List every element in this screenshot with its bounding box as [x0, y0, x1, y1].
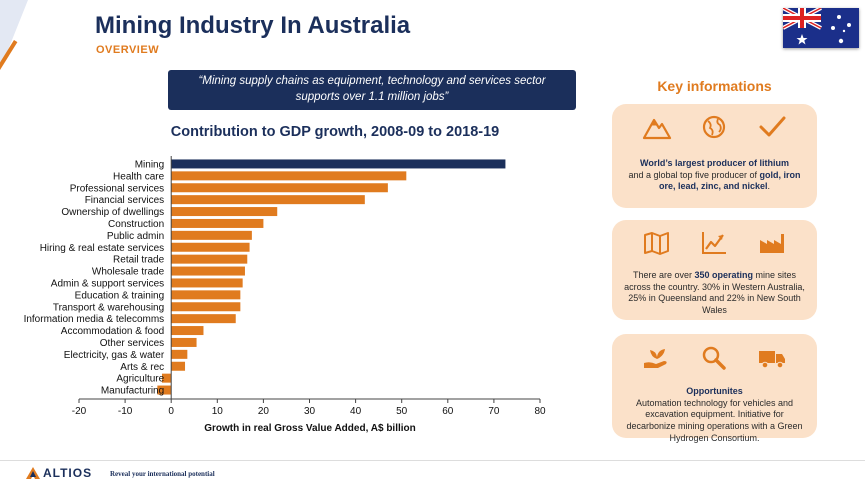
map-icon	[643, 232, 669, 255]
card1-highlight: World’s largest producer of lithium	[639, 158, 789, 168]
category-label: Retail trade	[113, 255, 165, 266]
footer-tagline: Reveal your international potential	[110, 470, 215, 478]
category-label: Information media & telecomms	[24, 314, 165, 325]
bar	[171, 230, 252, 240]
x-tick-label: 30	[304, 406, 316, 417]
info-card-mine-sites: There are over 350 operating mine sites …	[612, 220, 817, 320]
bar	[171, 361, 186, 371]
bar	[171, 349, 188, 359]
category-label: Ownership of dwellings	[61, 207, 164, 218]
bar	[171, 218, 264, 228]
x-tick-label: 60	[442, 406, 454, 417]
bar	[171, 242, 250, 252]
x-tick-label: 20	[258, 406, 270, 417]
australia-flag-icon	[782, 6, 859, 48]
category-label: Admin & support services	[51, 278, 164, 289]
category-label: Mining	[135, 159, 164, 170]
x-tick-label: 0	[168, 406, 174, 417]
category-label: Agriculture	[116, 374, 164, 385]
category-label: Education & training	[75, 290, 165, 301]
bar	[171, 290, 241, 300]
card2-text: There are over	[632, 270, 695, 280]
card3-text: Automation technology for vehicles and e…	[626, 397, 803, 443]
bar	[171, 314, 236, 324]
globe-icon	[703, 115, 726, 139]
category-label: Electricity, gas & water	[64, 350, 165, 361]
bar	[171, 207, 278, 217]
altios-logo[interactable]: ALTIOS	[26, 466, 92, 480]
category-label: Accommodation & food	[61, 326, 164, 337]
x-axis-label: Growth in real Gross Value Added, A$ bil…	[204, 423, 416, 434]
bar	[171, 337, 197, 347]
card2-highlight: 350 operating	[694, 270, 754, 280]
category-label: Other services	[100, 338, 164, 349]
bar	[171, 171, 407, 181]
footer-bar	[0, 460, 865, 485]
bar	[157, 385, 172, 395]
mountain-icon	[642, 118, 671, 140]
bar	[171, 254, 248, 264]
info-card-production: World’s largest producer of lithium and …	[612, 104, 817, 208]
x-tick-label: 10	[212, 406, 224, 417]
category-label: Transport & warehousing	[53, 302, 164, 313]
card2-text-rest: mine sites across the country. 30% in We…	[624, 270, 805, 316]
category-label: Professional services	[70, 183, 164, 194]
category-label: Construction	[108, 219, 164, 230]
category-label: Arts & rec	[120, 362, 164, 373]
checkmark-icon	[759, 116, 786, 137]
quote-banner: “Mining supply chains as equipment, tech…	[168, 70, 576, 110]
truck-icon	[759, 351, 786, 369]
chart-title: Contribution to GDP growth, 2008-09 to 2…	[170, 124, 500, 140]
page-subtitle: OVERVIEW	[96, 44, 160, 56]
bar	[171, 278, 243, 288]
bar	[171, 159, 506, 169]
category-label: Hiring & real estate services	[40, 243, 165, 254]
category-label: Financial services	[85, 195, 164, 206]
bar	[171, 195, 365, 205]
info-card-opportunities: Opportunites Automation technology for v…	[612, 334, 817, 443]
card3-title: Opportunites	[686, 386, 743, 396]
bar	[171, 302, 241, 312]
x-tick-label: -10	[118, 406, 133, 417]
growth-chart-icon	[702, 232, 727, 254]
altios-logo-icon	[26, 467, 40, 479]
x-tick-label: 40	[350, 406, 362, 417]
bar	[161, 373, 172, 383]
bar	[171, 183, 388, 193]
bar	[171, 266, 245, 276]
bar	[171, 326, 204, 336]
plant-hand-icon	[643, 349, 667, 368]
category-label: Manufacturing	[101, 386, 164, 397]
x-tick-label: -20	[72, 406, 87, 417]
category-label: Public admin	[107, 231, 164, 242]
category-label: Health care	[113, 171, 165, 182]
magnifier-icon	[703, 346, 727, 370]
category-label: Wholesale trade	[92, 267, 165, 278]
card1-metals: gold, iron ore, lead, zinc, and nickel	[658, 169, 801, 192]
card1-text-end: .	[767, 181, 771, 192]
x-tick-label: 70	[488, 406, 500, 417]
card1-text: and a global top five producer of	[628, 169, 760, 180]
x-tick-label: 80	[534, 406, 546, 417]
page-title: Mining Industry In Australia	[95, 12, 411, 39]
factory-icon	[760, 234, 785, 253]
logo-text: ALTIOS	[43, 466, 93, 480]
x-tick-label: 50	[396, 406, 408, 417]
key-info-title: Key informations	[657, 78, 772, 94]
